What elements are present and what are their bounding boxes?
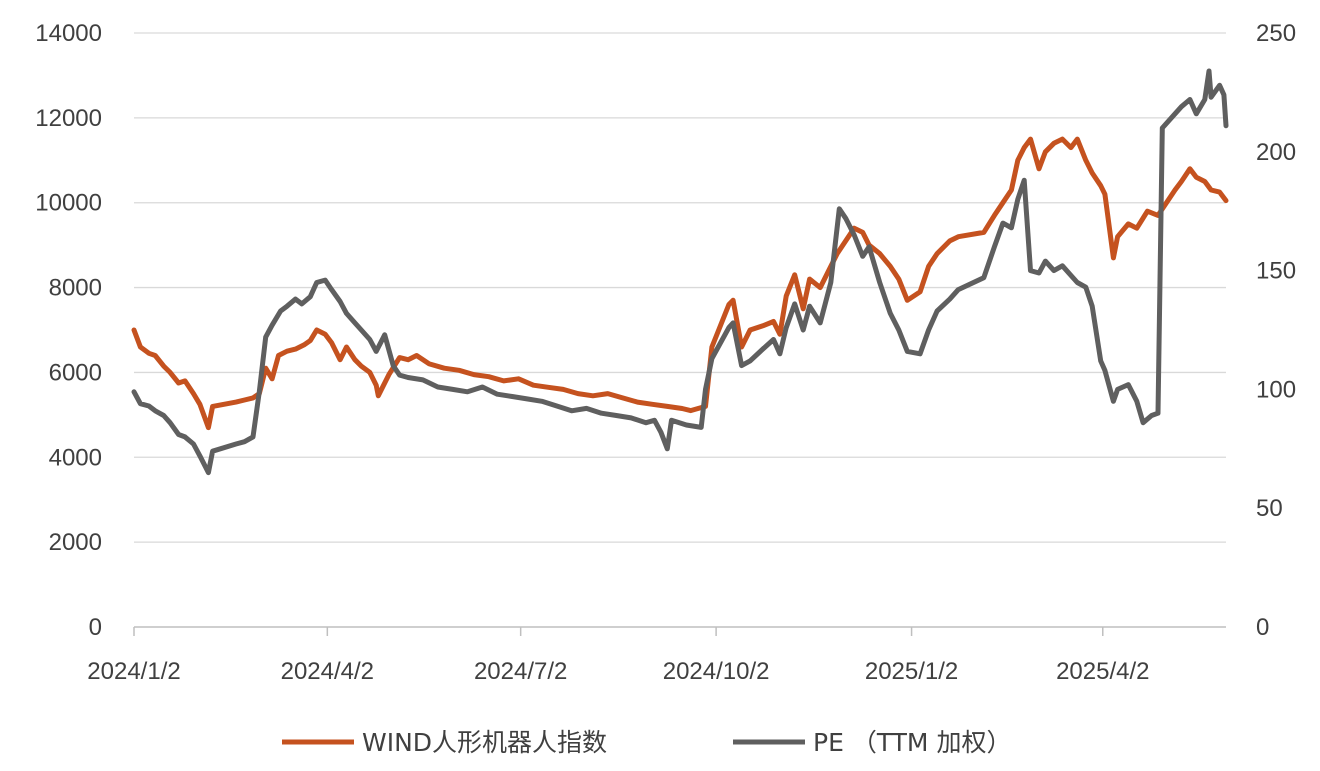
y-left-tick-label: 2000 — [49, 529, 102, 556]
x-tick-label: 2024/7/2 — [474, 658, 567, 685]
y-left-tick-label: 12000 — [35, 105, 102, 132]
y-left-tick-label: 4000 — [49, 444, 102, 471]
legend-label-pe: PE （TTM 加权） — [813, 728, 1011, 757]
x-tick-label: 2024/4/2 — [281, 658, 374, 685]
x-tick-label: 2025/1/2 — [865, 658, 958, 685]
y-right-tick-label: 50 — [1256, 495, 1283, 522]
y-right-tick-label: 200 — [1256, 139, 1296, 166]
y-right-tick-label: 0 — [1256, 614, 1269, 641]
y-left-tick-label: 0 — [89, 614, 102, 641]
legend: WIND人形机器人指数 PE （TTM 加权） — [282, 728, 1011, 757]
y-left-tick-label: 6000 — [49, 359, 102, 386]
series-lines — [131, 68, 1229, 476]
series-line-wind-index — [131, 136, 1229, 431]
axes: 0 2000 4000 6000 8000 10000 12000 14000 0 50 100 15… — [35, 20, 1296, 685]
y-left-tick-label: 10000 — [35, 190, 102, 217]
series-line-pe — [131, 68, 1229, 476]
x-tick-label: 2024/10/2 — [663, 658, 770, 685]
y-right-tick-label: 250 — [1256, 20, 1296, 47]
x-tick-label: 2025/4/2 — [1056, 658, 1149, 685]
y-right-tick-label: 150 — [1256, 258, 1296, 285]
x-tick-label: 2024/1/2 — [87, 658, 180, 685]
y-right-tick-label: 100 — [1256, 376, 1296, 403]
y-left-tick-label: 8000 — [49, 275, 102, 302]
gridlines — [134, 32, 1226, 543]
y-left-tick-label: 14000 — [35, 20, 102, 47]
legend-label-wind-index: WIND人形机器人指数 — [362, 728, 607, 757]
